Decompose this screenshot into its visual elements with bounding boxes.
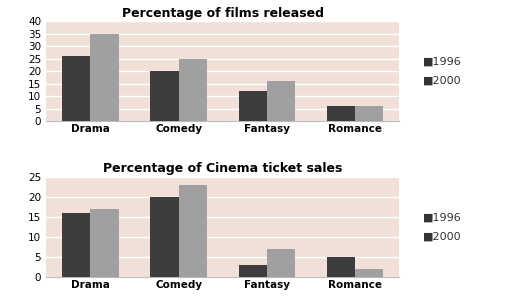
Bar: [267, 81, 295, 121]
Bar: [91, 209, 119, 277]
Bar: [355, 269, 383, 277]
Bar: [62, 213, 91, 277]
Bar: [179, 185, 207, 277]
Legend: ■1996, ■2000: ■1996, ■2000: [416, 208, 466, 246]
Bar: [179, 59, 207, 121]
Bar: [327, 106, 355, 121]
Bar: [267, 249, 295, 277]
Bar: [239, 265, 267, 277]
Title: Percentage of Cinema ticket sales: Percentage of Cinema ticket sales: [103, 163, 343, 175]
Bar: [91, 34, 119, 121]
Legend: ■1996, ■2000: ■1996, ■2000: [416, 52, 466, 90]
Bar: [327, 257, 355, 277]
Bar: [355, 106, 383, 121]
Bar: [151, 71, 179, 121]
Title: Percentage of films released: Percentage of films released: [122, 7, 324, 20]
Bar: [239, 91, 267, 121]
Bar: [151, 197, 179, 277]
Bar: [62, 56, 91, 121]
